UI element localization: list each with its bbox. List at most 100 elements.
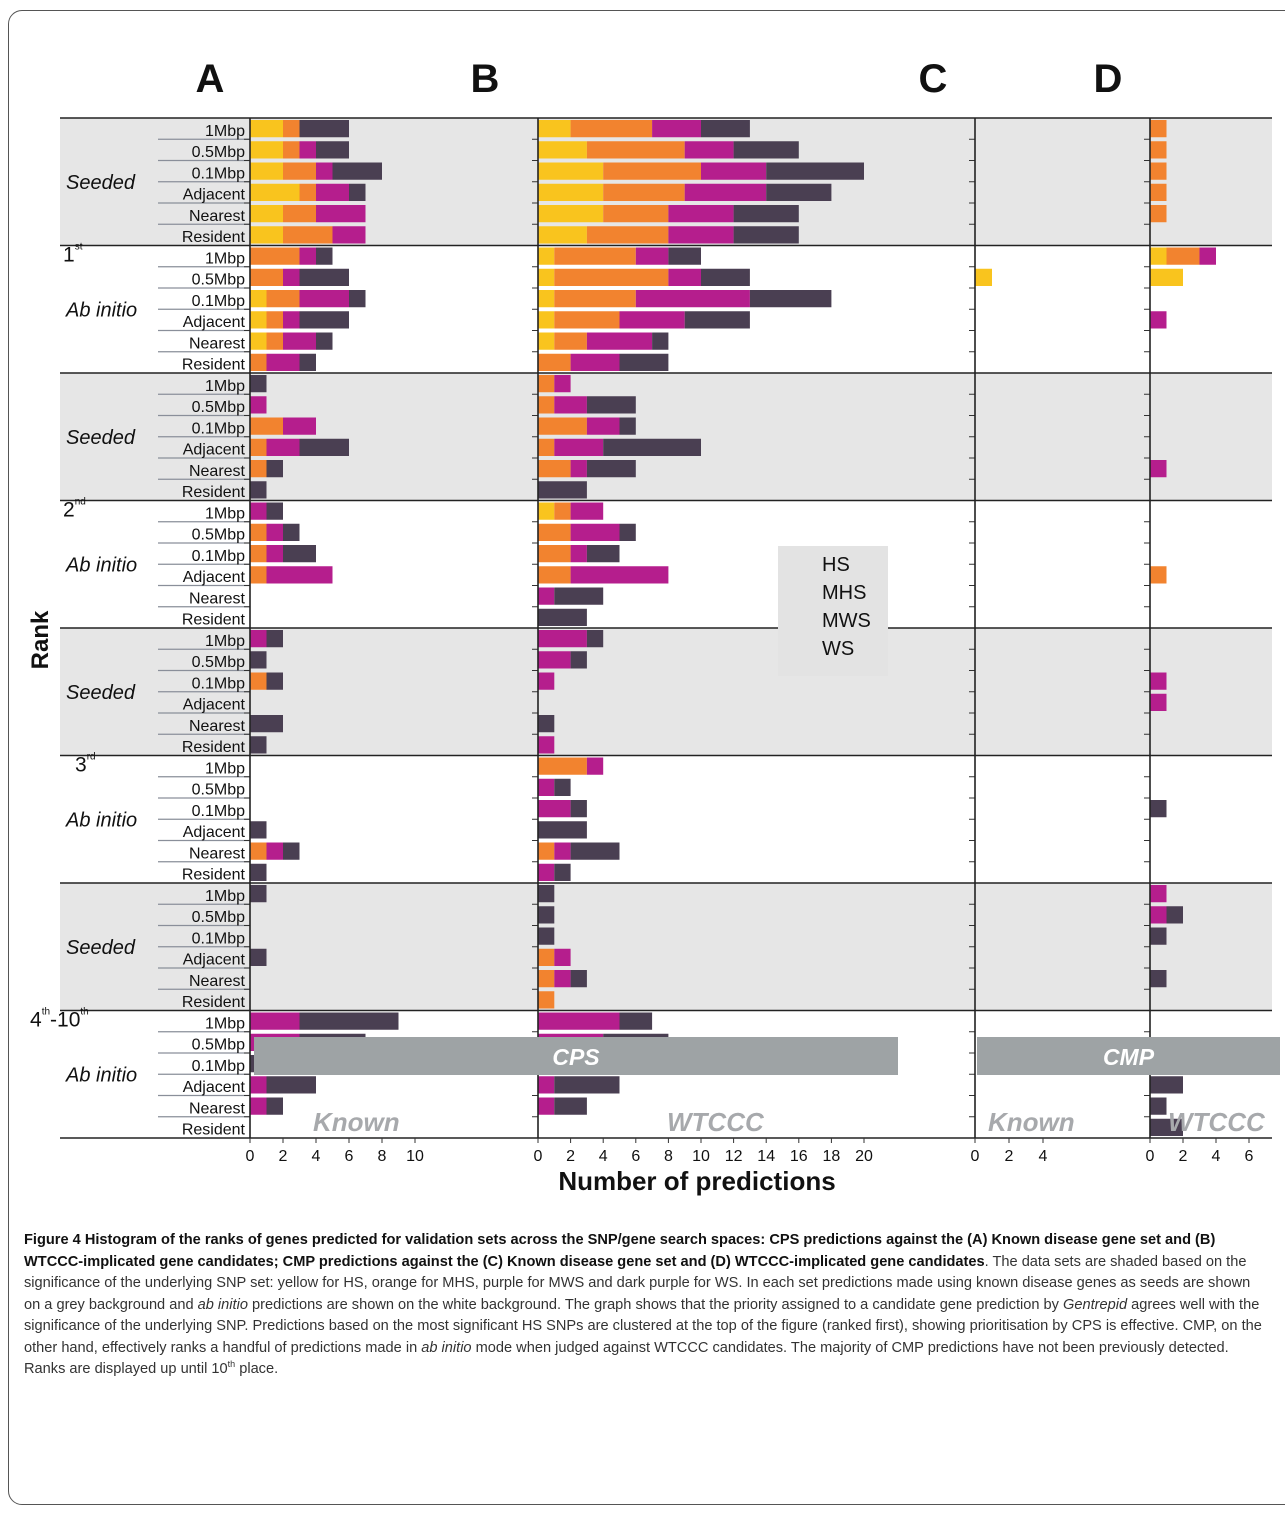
bar-B-MWS bbox=[538, 587, 555, 605]
bar-A-MWS bbox=[299, 290, 349, 308]
x-tick-label: 4 bbox=[599, 1148, 608, 1165]
bar-A-HS bbox=[250, 120, 283, 138]
bar-B-MWS bbox=[538, 778, 555, 796]
row-label: Resident bbox=[182, 1122, 246, 1139]
row-label: 0.1Mbp bbox=[192, 420, 245, 437]
bar-A-MWS bbox=[316, 183, 349, 201]
bar-A-WS bbox=[299, 311, 349, 329]
row-label: 0.5Mbp bbox=[192, 144, 245, 161]
bar-D-WS bbox=[1166, 906, 1183, 924]
row-label: Nearest bbox=[189, 463, 246, 480]
bar-B-MHS bbox=[538, 991, 555, 1009]
row-label: Resident bbox=[182, 739, 246, 756]
bar-D-WS bbox=[1150, 970, 1167, 988]
bar-B-WS bbox=[586, 545, 620, 563]
bar-A-WS bbox=[283, 523, 300, 541]
bar-A-MWS bbox=[299, 141, 316, 159]
bar-B-HS bbox=[538, 205, 604, 223]
bar-B-MHS bbox=[538, 375, 555, 393]
row-label: Nearest bbox=[189, 1100, 246, 1117]
bar-B-MHS bbox=[538, 353, 571, 371]
rank-label: 2nd bbox=[63, 497, 86, 522]
bar-B-MWS bbox=[586, 757, 604, 775]
row-label: 0.1Mbp bbox=[192, 293, 245, 310]
bar-D-MWS bbox=[1150, 693, 1167, 711]
bar-D-MHS bbox=[1150, 566, 1167, 584]
bar-B-HS bbox=[538, 226, 587, 244]
row-label: 1Mbp bbox=[205, 888, 245, 905]
x-tick-label: 10 bbox=[406, 1148, 424, 1165]
bar-B-WS bbox=[701, 268, 750, 286]
bar-B-WS bbox=[668, 247, 701, 265]
bar-B-WS bbox=[586, 630, 604, 648]
bar-D-MHS bbox=[1150, 162, 1167, 180]
mode-label: Seeded bbox=[66, 172, 136, 194]
group-bar-CMP bbox=[977, 1037, 1280, 1075]
x-tick-label: 10 bbox=[692, 1148, 710, 1165]
bar-B-MWS bbox=[554, 438, 604, 456]
bar-A-MHS bbox=[283, 120, 300, 138]
rank-axis-title: Rank bbox=[27, 610, 54, 669]
x-tick-label: 4 bbox=[1039, 1148, 1048, 1165]
bar-B-WS bbox=[538, 927, 555, 945]
row-label: Nearest bbox=[189, 208, 246, 225]
bar-D-MWS bbox=[1150, 672, 1167, 690]
row-label: 1Mbp bbox=[205, 378, 245, 395]
bar-B-HS bbox=[538, 332, 555, 350]
bar-B-MHS bbox=[538, 460, 571, 478]
bar-A-WS bbox=[283, 545, 316, 563]
bar-D-MHS bbox=[1150, 120, 1167, 138]
bar-A-MHS bbox=[250, 268, 283, 286]
bar-A-WS bbox=[299, 438, 349, 456]
bar-B-WS bbox=[586, 460, 636, 478]
x-tick-label: 2 bbox=[566, 1148, 575, 1165]
bar-A-MHS bbox=[250, 247, 300, 265]
bar-B-MHS bbox=[538, 438, 555, 456]
legend-label-MWS: MWS bbox=[822, 610, 871, 632]
row-label: 0.5Mbp bbox=[192, 399, 245, 416]
bar-A-MHS bbox=[283, 162, 316, 180]
row-label: 0.1Mbp bbox=[192, 1058, 245, 1075]
bar-B-MHS bbox=[586, 226, 669, 244]
bar-B-MHS bbox=[603, 162, 701, 180]
bar-A-MWS bbox=[266, 545, 283, 563]
bar-B-MWS bbox=[538, 800, 571, 818]
bar-B-MWS bbox=[586, 332, 653, 350]
x-tick-label: 4 bbox=[1212, 1148, 1221, 1165]
caption-italic-1: ab initio bbox=[197, 1296, 248, 1313]
bar-A-MWS bbox=[283, 332, 316, 350]
bar-C-HS bbox=[975, 268, 992, 286]
bar-B-HS bbox=[538, 290, 555, 308]
bar-B-HS bbox=[538, 162, 604, 180]
rank-label: 4th-10th bbox=[30, 1007, 89, 1032]
caption-sup: th bbox=[227, 1359, 236, 1370]
bar-A-MWS bbox=[266, 566, 333, 584]
row-label: 0.1Mbp bbox=[192, 803, 245, 820]
bar-D-MWS bbox=[1150, 885, 1167, 903]
bar-A-MWS bbox=[283, 417, 316, 435]
bar-B-MHS bbox=[538, 417, 587, 435]
bar-B-HS bbox=[538, 268, 555, 286]
bar-B-WS bbox=[538, 481, 587, 499]
seeded-background bbox=[60, 628, 1272, 756]
bar-D-HS bbox=[1150, 268, 1183, 286]
bar-B-WS bbox=[554, 587, 604, 605]
x-tick-label: 16 bbox=[790, 1148, 808, 1165]
caption-text-5: place. bbox=[235, 1361, 279, 1377]
group-bar-CPS bbox=[254, 1037, 898, 1075]
bar-B-MWS bbox=[538, 863, 555, 881]
bar-B-MHS bbox=[538, 842, 555, 860]
bar-B-MHS bbox=[603, 183, 685, 201]
caption-title: Figure 4 Histogram of the ranks of genes… bbox=[24, 1232, 1216, 1270]
mode-label: Ab initio bbox=[65, 299, 137, 321]
bar-B-WS bbox=[652, 332, 669, 350]
bar-B-MWS bbox=[652, 120, 701, 138]
bar-A-MWS bbox=[299, 247, 316, 265]
bar-A-MWS bbox=[266, 438, 300, 456]
bar-B-MHS bbox=[538, 757, 587, 775]
bar-B-WS bbox=[619, 417, 636, 435]
row-label: Adjacent bbox=[183, 187, 246, 204]
row-label: Resident bbox=[182, 867, 246, 884]
bar-B-WS bbox=[749, 290, 832, 308]
x-tick-label: 0 bbox=[1146, 1148, 1155, 1165]
